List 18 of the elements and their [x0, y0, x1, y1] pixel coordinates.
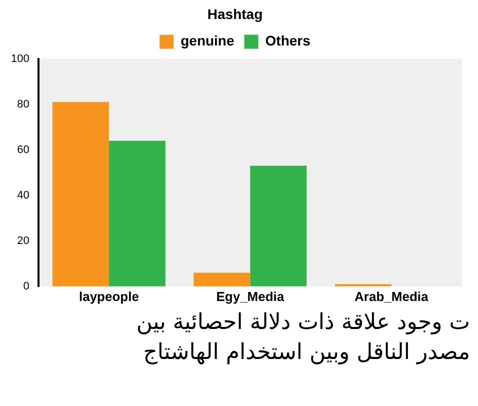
text: ت وجود علاقة ذات دلالة احصائية بين [135, 309, 470, 337]
legend-label: Others [265, 32, 311, 49]
y-tick-label: 0 [23, 280, 30, 292]
y-tick-label: 40 [17, 189, 30, 202]
legend-title: Hashtag [207, 6, 263, 22]
x-tick-label: Arab_Media [354, 288, 429, 304]
bar [52, 102, 109, 286]
legend-label: genuine [180, 32, 234, 49]
text: مصدر الناقل وبين استخدام الهاشتاج [142, 339, 470, 367]
y-tick-label: 80 [17, 98, 30, 110]
y-tick-label: 60 [17, 144, 30, 156]
bar [194, 272, 250, 286]
bar [108, 140, 166, 286]
bar [250, 166, 307, 286]
y-tick-label: 20 [17, 234, 30, 247]
x-tick-label: Egy_Media [216, 288, 285, 304]
x-tick-label: laypeople [78, 288, 139, 304]
y-tick-label: 100 [10, 52, 30, 65]
